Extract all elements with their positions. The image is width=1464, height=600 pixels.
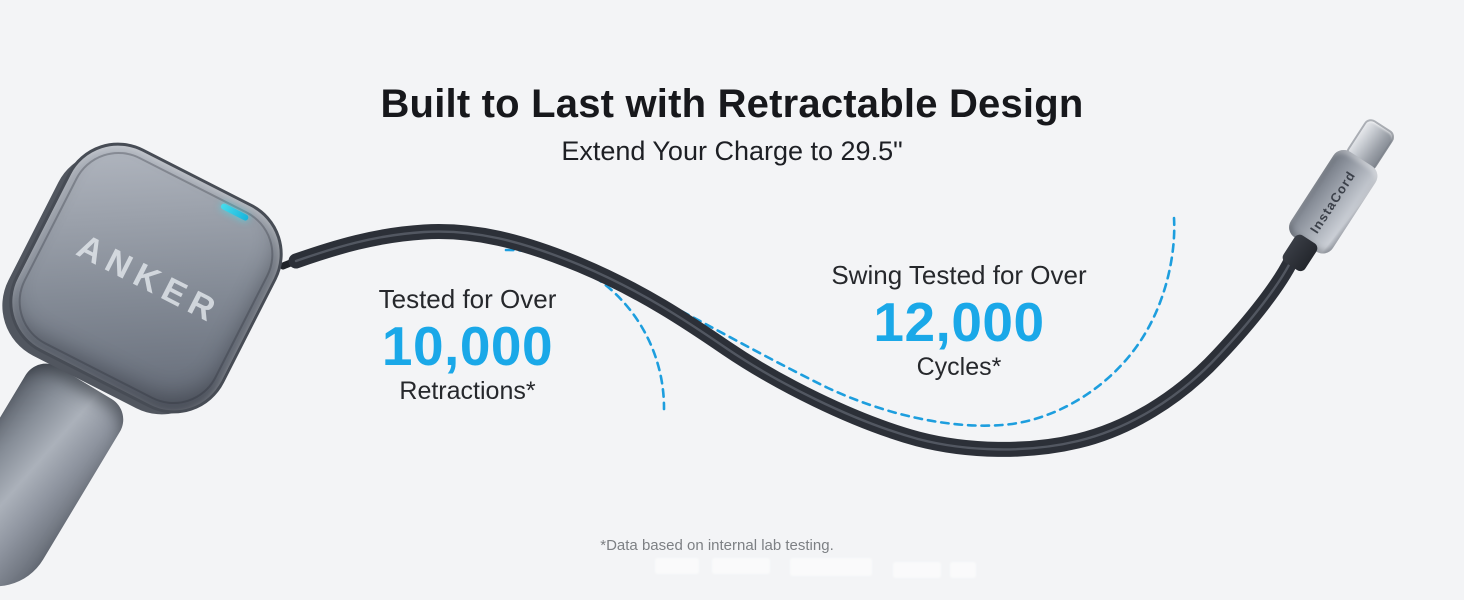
faint-watermark [790,558,872,576]
faint-watermark [712,558,770,574]
swing-stat-value: 12,000 [873,291,1045,353]
retraction-stat-caption: Tested for Over [378,284,557,314]
cable-groove-line [294,230,1294,451]
faint-watermark [893,562,941,578]
swing-stat-unit: Cycles* [916,353,1002,382]
page-subtitle: Extend Your Charge to 29.5" [561,136,903,166]
swing-stat-caption: Swing Tested for Over [831,260,1087,290]
anker-logo: ANKER [71,226,228,332]
retraction-stat-value: 10,000 [381,315,554,377]
footnote: *Data based on internal lab testing. [600,537,834,554]
led-indicator [219,202,250,222]
page-title: Built to Last with Retractable Design [380,82,1084,126]
retraction-stat: Tested for Over 10,000 Retractions* [330,284,605,406]
retraction-stat-unit: Retractions* [399,377,536,406]
faint-watermark [655,558,699,574]
swing-stat: Swing Tested for Over 12,000 Cycles* [818,260,1100,382]
faint-watermark [950,562,976,578]
instacord-label: InstaCord [1307,167,1359,236]
